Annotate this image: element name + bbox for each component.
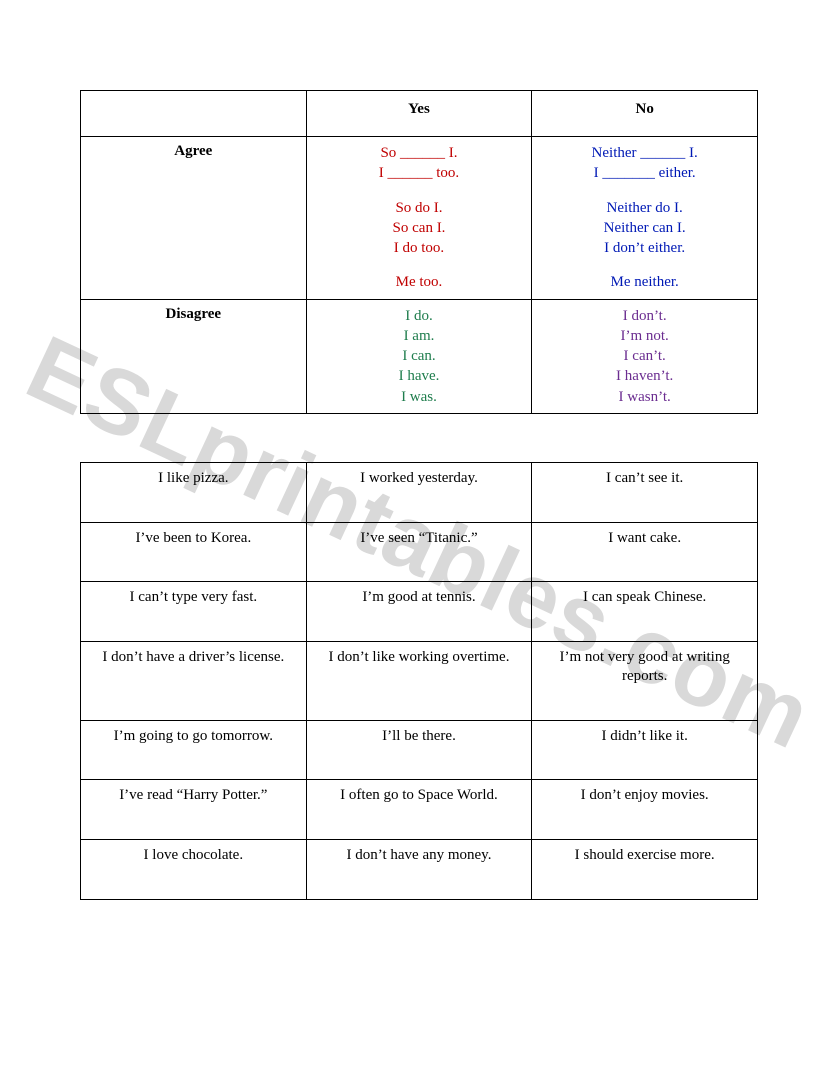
sentence-cell: I’ve read “Harry Potter.” xyxy=(81,780,307,840)
agree-no-line: Neither can I. xyxy=(536,218,753,238)
agree-no-line: Neither ______ I. xyxy=(536,143,753,163)
sentence-cell: I worked yesterday. xyxy=(306,462,532,522)
sentence-cell: I’m good at tennis. xyxy=(306,582,532,642)
agree-yes-line: I ______ too. xyxy=(311,163,528,183)
disagree-no-line: I wasn’t. xyxy=(536,387,753,407)
agree-yes-block: So ______ I. I ______ too. So do I. So c… xyxy=(311,143,528,293)
grammar-header-blank xyxy=(81,91,307,137)
agree-yes-line: So can I. xyxy=(311,218,528,238)
sentence-row: I love chocolate. I don’t have any money… xyxy=(81,840,758,900)
sentence-cell: I’ve been to Korea. xyxy=(81,522,307,582)
disagree-yes-block: I do. I am. I can. I have. I was. xyxy=(311,306,528,407)
agree-no-cell: Neither ______ I. I _______ either. Neit… xyxy=(532,137,758,300)
sentence-row: I’ve been to Korea. I’ve seen “Titanic.”… xyxy=(81,522,758,582)
disagree-yes-cell: I do. I am. I can. I have. I was. xyxy=(306,299,532,413)
row-label-agree: Agree xyxy=(81,137,307,300)
sentence-cell: I can’t type very fast. xyxy=(81,582,307,642)
grammar-header-yes: Yes xyxy=(306,91,532,137)
sentence-cell: I love chocolate. xyxy=(81,840,307,900)
sentence-cell: I’m going to go tomorrow. xyxy=(81,720,307,780)
grammar-row-disagree: Disagree I do. I am. I can. I have. I wa… xyxy=(81,299,758,413)
agree-no-line: I don’t either. xyxy=(536,238,753,258)
agree-yes-line: So ______ I. xyxy=(311,143,528,163)
agree-no-line: Neither do I. xyxy=(536,198,753,218)
sentence-row: I can’t type very fast. I’m good at tenn… xyxy=(81,582,758,642)
row-label-disagree: Disagree xyxy=(81,299,307,413)
sentence-cell: I’ve seen “Titanic.” xyxy=(306,522,532,582)
grammar-table: Yes No Agree So ______ I. I ______ too. … xyxy=(80,90,758,414)
sentence-cell: I don’t like working overtime. xyxy=(306,642,532,721)
disagree-yes-line: I was. xyxy=(311,387,528,407)
sentence-cell: I want cake. xyxy=(532,522,758,582)
sentence-cell: I don’t enjoy movies. xyxy=(532,780,758,840)
sentence-cell: I’ll be there. xyxy=(306,720,532,780)
disagree-no-cell: I don’t. I’m not. I can’t. I haven’t. I … xyxy=(532,299,758,413)
sentence-cell: I often go to Space World. xyxy=(306,780,532,840)
disagree-yes-line: I can. xyxy=(311,346,528,366)
sentence-cell: I should exercise more. xyxy=(532,840,758,900)
disagree-no-line: I can’t. xyxy=(536,346,753,366)
agree-no-line: I _______ either. xyxy=(536,163,753,183)
sentence-cell: I can’t see it. xyxy=(532,462,758,522)
sentence-cell: I don’t have a driver’s license. xyxy=(81,642,307,721)
sentence-row: I like pizza. I worked yesterday. I can’… xyxy=(81,462,758,522)
grammar-header-row: Yes No xyxy=(81,91,758,137)
sentence-cell: I can speak Chinese. xyxy=(532,582,758,642)
agree-yes-line: Me too. xyxy=(311,272,528,292)
disagree-no-line: I haven’t. xyxy=(536,366,753,386)
disagree-no-block: I don’t. I’m not. I can’t. I haven’t. I … xyxy=(536,306,753,407)
agree-yes-cell: So ______ I. I ______ too. So do I. So c… xyxy=(306,137,532,300)
agree-no-line: Me neither. xyxy=(536,272,753,292)
sentence-row: I’ve read “Harry Potter.” I often go to … xyxy=(81,780,758,840)
disagree-yes-line: I am. xyxy=(311,326,528,346)
disagree-no-line: I’m not. xyxy=(536,326,753,346)
sentence-row: I don’t have a driver’s license. I don’t… xyxy=(81,642,758,721)
disagree-no-line: I don’t. xyxy=(536,306,753,326)
sentences-table: I like pizza. I worked yesterday. I can’… xyxy=(80,462,758,900)
sentence-cell: I didn’t like it. xyxy=(532,720,758,780)
grammar-row-agree: Agree So ______ I. I ______ too. So do I… xyxy=(81,137,758,300)
grammar-header-no: No xyxy=(532,91,758,137)
agree-yes-line: So do I. xyxy=(311,198,528,218)
sentence-cell: I don’t have any money. xyxy=(306,840,532,900)
agree-yes-line: I do too. xyxy=(311,238,528,258)
disagree-yes-line: I have. xyxy=(311,366,528,386)
page-content: Yes No Agree So ______ I. I ______ too. … xyxy=(0,0,838,900)
sentence-row: I’m going to go tomorrow. I’ll be there.… xyxy=(81,720,758,780)
disagree-yes-line: I do. xyxy=(311,306,528,326)
sentence-cell: I’m not very good at writing reports. xyxy=(532,642,758,721)
sentence-cell: I like pizza. xyxy=(81,462,307,522)
agree-no-block: Neither ______ I. I _______ either. Neit… xyxy=(536,143,753,293)
